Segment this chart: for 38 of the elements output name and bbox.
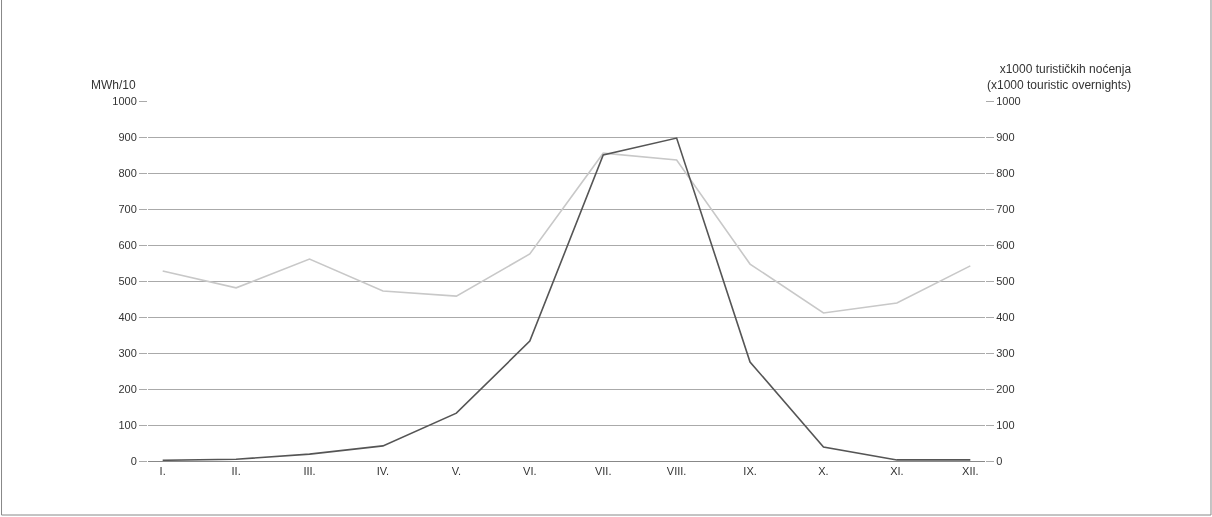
x-tick-label: VI. — [523, 465, 537, 478]
y2-axis-title: x1000 turističkih noćenja (x1000 touristic overnights) — [987, 62, 1132, 92]
x-tick-label: IX. — [743, 465, 757, 478]
x-tick-label: IV. — [376, 465, 390, 478]
y-tick-label: 700 — [118, 202, 137, 215]
y2-tick-label: 400 — [996, 310, 1015, 323]
y2-tick-label: 500 — [996, 274, 1015, 287]
y-tick-label: 500 — [118, 274, 137, 287]
y2-tick-label: 800 — [996, 166, 1015, 179]
y-tick-label: 800 — [118, 166, 137, 179]
x-tick-label: XII. — [962, 465, 979, 478]
y2-tick-label: 200 — [996, 382, 1015, 395]
y2-tick-label: 600 — [996, 238, 1015, 251]
line-series — [161, 152, 972, 314]
y2-tick-label: 300 — [996, 346, 1015, 359]
y-tick-label: 400 — [118, 310, 137, 323]
y-tick-label: 100 — [118, 418, 137, 431]
y-tick-label: 0 — [130, 454, 137, 467]
x-tick-label: I. — [159, 465, 166, 478]
y-tick-label: 200 — [118, 382, 137, 395]
y2-tick-label: 900 — [996, 130, 1015, 143]
x-tick-label: VII. — [594, 465, 612, 478]
y-axis-title: MWh/10 — [91, 78, 136, 92]
y-tick-label: 1000 — [112, 94, 137, 107]
x-tick-label: II. — [231, 465, 241, 478]
x-tick-label: VIII. — [666, 465, 687, 478]
x-tick-label: X. — [818, 465, 829, 478]
y2-tick-label: 100 — [996, 418, 1015, 431]
x-tick-label: III. — [303, 465, 316, 478]
line-series — [161, 137, 972, 461]
x-tick-label: XI. — [890, 465, 904, 478]
y-tick-label: 300 — [118, 346, 137, 359]
x-tick-label: V. — [451, 465, 462, 478]
y-tick-label: 900 — [118, 130, 137, 143]
y2-tick-label: 700 — [996, 202, 1015, 215]
y2-tick-label: 0 — [996, 454, 1003, 467]
y2-tick-label: 1000 — [996, 94, 1021, 107]
y-tick-label: 600 — [118, 238, 137, 251]
